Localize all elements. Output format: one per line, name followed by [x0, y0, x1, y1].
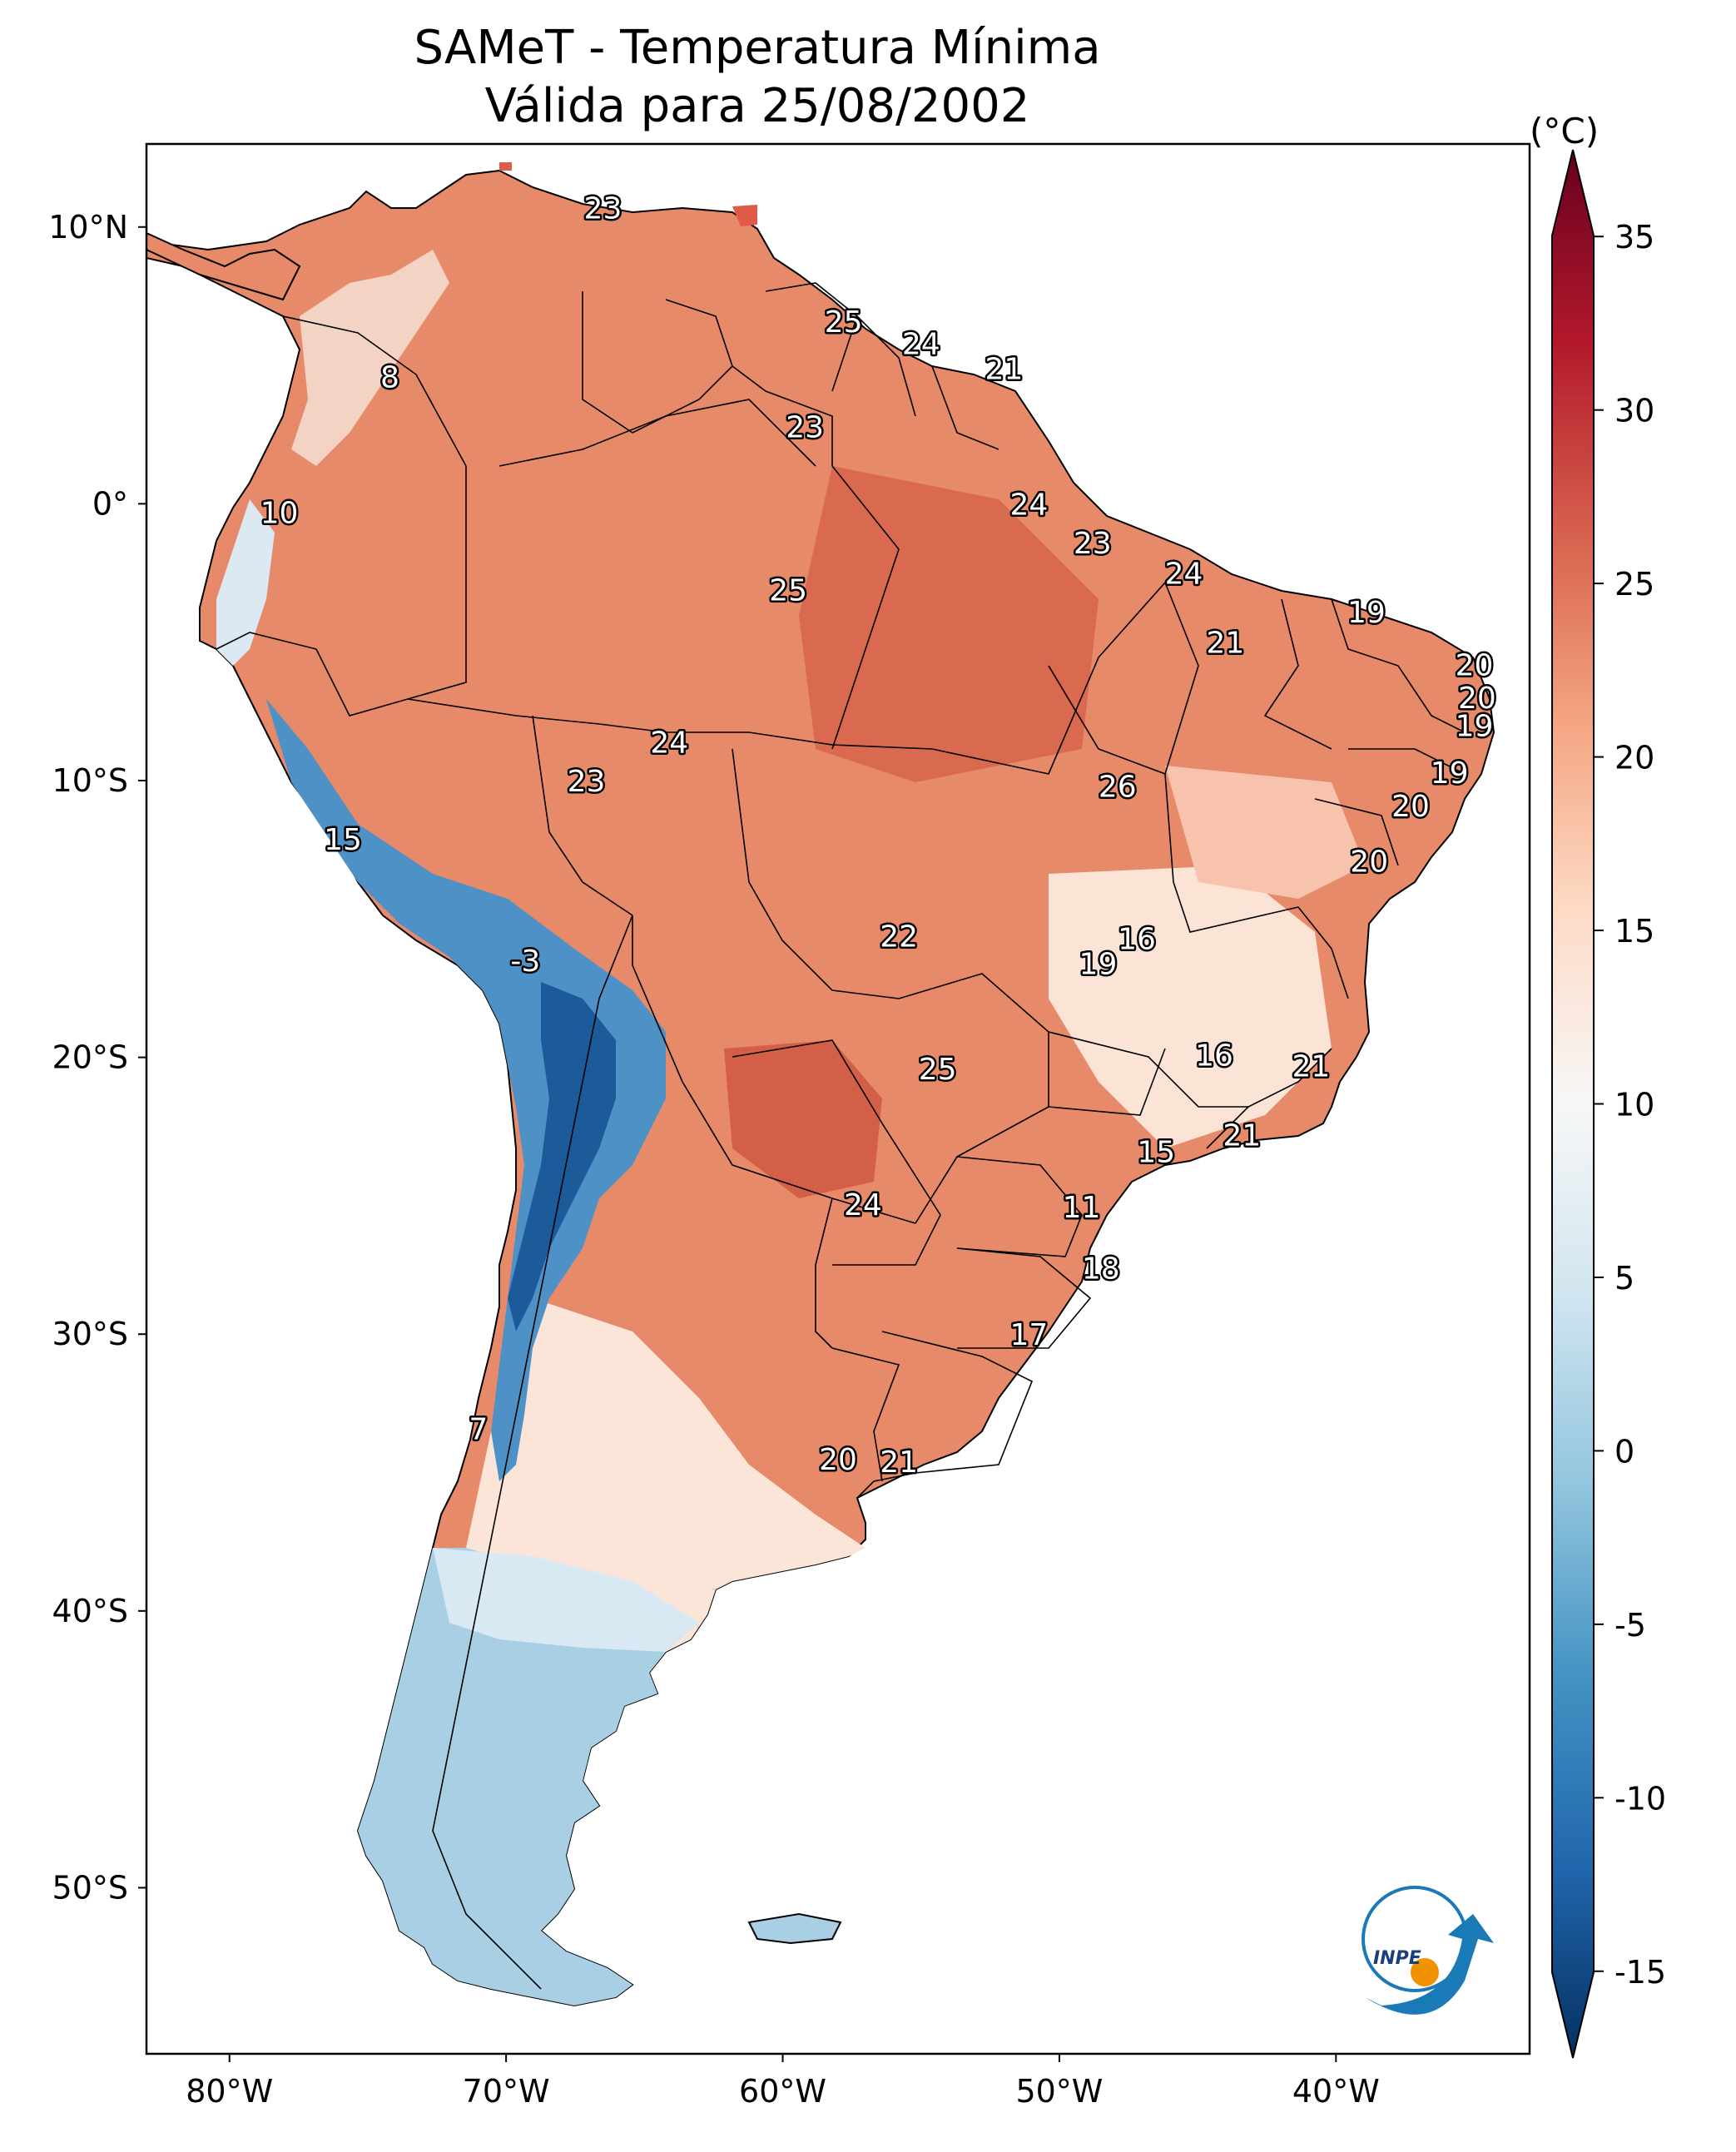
temperature-point-label: 23	[584, 192, 622, 226]
chaco-warm-region	[724, 1040, 882, 1198]
temperature-point-label: 23	[786, 410, 824, 444]
temperature-point-label: 20	[1350, 845, 1388, 879]
colorbar-tick-label: -15	[1614, 1954, 1666, 1991]
colorbar-ticks: -15 -10 -5 0 5 10 15 20 25 30 35	[1594, 219, 1666, 1991]
temperature-point-label: 10	[260, 496, 299, 530]
central-america	[146, 231, 301, 301]
temperature-point-label: 23	[1074, 527, 1112, 561]
lat-tick-label: 30°S	[52, 1316, 128, 1352]
colorbar: -15 -10 -5 0 5 10 15 20 25 30 35	[1551, 149, 1666, 2059]
temperature-point-label: 20	[1458, 682, 1496, 716]
inpe-logo-text: INPE	[1373, 1948, 1421, 1969]
lat-tick-label: 50°S	[52, 1869, 128, 1906]
temperature-point-label: 24	[902, 327, 940, 361]
colorbar-unit: (°C)	[1530, 111, 1600, 151]
map-frame	[145, 142, 1531, 2055]
temperature-point-label: 19	[1347, 596, 1386, 630]
map-subtitle: Válida para 25/08/2002	[484, 79, 1030, 133]
temperature-point-label: -3	[510, 945, 540, 979]
temperature-point-label: 20	[819, 1443, 857, 1477]
map-title: SAMeT - Temperatura Mínima	[414, 21, 1101, 75]
temperature-point-label: 19	[1431, 756, 1469, 791]
temperature-point-label: 7	[469, 1412, 488, 1446]
colorbar-tick-label: 35	[1614, 219, 1654, 255]
temperature-point-label: 21	[880, 1445, 918, 1480]
temperature-point-label: 16	[1195, 1039, 1233, 1073]
political-borders	[216, 282, 1466, 1990]
lon-tick-label: 80°W	[186, 2073, 273, 2110]
temperature-point-label: 25	[919, 1053, 957, 1087]
temperature-point-label: 23	[568, 765, 606, 799]
temperature-point-label: 26	[1099, 771, 1137, 805]
inpe-logo-ring	[1362, 1886, 1468, 1992]
lon-tick-label: 50°W	[1015, 2073, 1103, 2110]
colorbar-tick-label: -10	[1614, 1780, 1666, 1817]
temperature-point-label: 16	[1118, 923, 1156, 957]
temperature-point-label: 17	[1009, 1318, 1048, 1352]
temperature-point-label: 19	[1079, 948, 1118, 982]
inpe-logo-dot	[1411, 1958, 1439, 1986]
temperature-point-label: 15	[324, 823, 362, 857]
temperature-point-label: 24	[844, 1188, 882, 1222]
temperature-point-label: 8	[380, 360, 399, 394]
map-land-layer	[146, 162, 1495, 2007]
lon-tick-label: 40°W	[1292, 2073, 1380, 2110]
patagonia-light-region	[433, 1548, 699, 1652]
colorbar-tick-label: 0	[1614, 1433, 1634, 1470]
lat-tick-label: 20°S	[52, 1039, 128, 1076]
temperature-point-label: 25	[769, 574, 807, 608]
andes-dark-core	[508, 982, 616, 1331]
temperature-point-label: 24	[650, 726, 688, 760]
lat-tick-label: 0°	[92, 485, 128, 522]
temperature-point-label: 20	[1456, 648, 1494, 682]
southeast-cool-region	[1049, 865, 1332, 1148]
colorbar-tick-label: 25	[1614, 566, 1654, 602]
axis-ticks: 80°W 70°W 60°W 50°W 40°W 10°N 0° 10°S 20°S 30°S 40…	[48, 209, 1380, 2110]
lat-tick-label: 40°S	[52, 1593, 128, 1629]
temperature-point-label: 24	[1165, 558, 1203, 592]
temperature-point-label: 21	[1292, 1050, 1330, 1084]
temperature-point-label: 24	[1009, 488, 1048, 522]
temperature-point-label: 20	[1391, 790, 1430, 824]
colorbar-tick-label: 15	[1614, 913, 1654, 950]
colorbar-body	[1551, 149, 1595, 2059]
colorbar-tick-label: 30	[1614, 393, 1654, 429]
amazon-warm-region	[799, 466, 1099, 782]
colorbar-tick-label: 20	[1614, 740, 1654, 776]
falkland-islands	[747, 1912, 842, 1945]
andes-light-margin	[216, 499, 275, 666]
inpe-logo: INPE	[1362, 1886, 1494, 2015]
lon-tick-label: 70°W	[463, 2073, 550, 2110]
temperature-point-label: 22	[880, 920, 918, 954]
colombia-andes-cool	[291, 250, 449, 466]
temperature-point-label: 21	[1206, 627, 1244, 661]
temperature-point-label: 18	[1082, 1252, 1120, 1286]
patagonia-cold-region	[358, 1548, 666, 2006]
temperature-point-label: 25	[825, 305, 863, 340]
colorbar-tick-label: 10	[1614, 1087, 1654, 1123]
lat-tick-label: 10°S	[52, 762, 128, 799]
lon-tick-label: 60°W	[739, 2073, 826, 2110]
colorbar-tick-label: 5	[1614, 1260, 1634, 1297]
colorbar-tick-label: -5	[1614, 1607, 1646, 1644]
temperature-point-label: 19	[1456, 709, 1494, 743]
temperature-point-label: 15	[1137, 1136, 1175, 1170]
temperature-point-label: 21	[985, 352, 1024, 386]
inpe-logo-swoosh	[1365, 1914, 1494, 2015]
temperature-point-label: 11	[1063, 1191, 1101, 1225]
temperature-point-label: 21	[1223, 1119, 1261, 1153]
lat-tick-label: 10°N	[48, 209, 128, 245]
